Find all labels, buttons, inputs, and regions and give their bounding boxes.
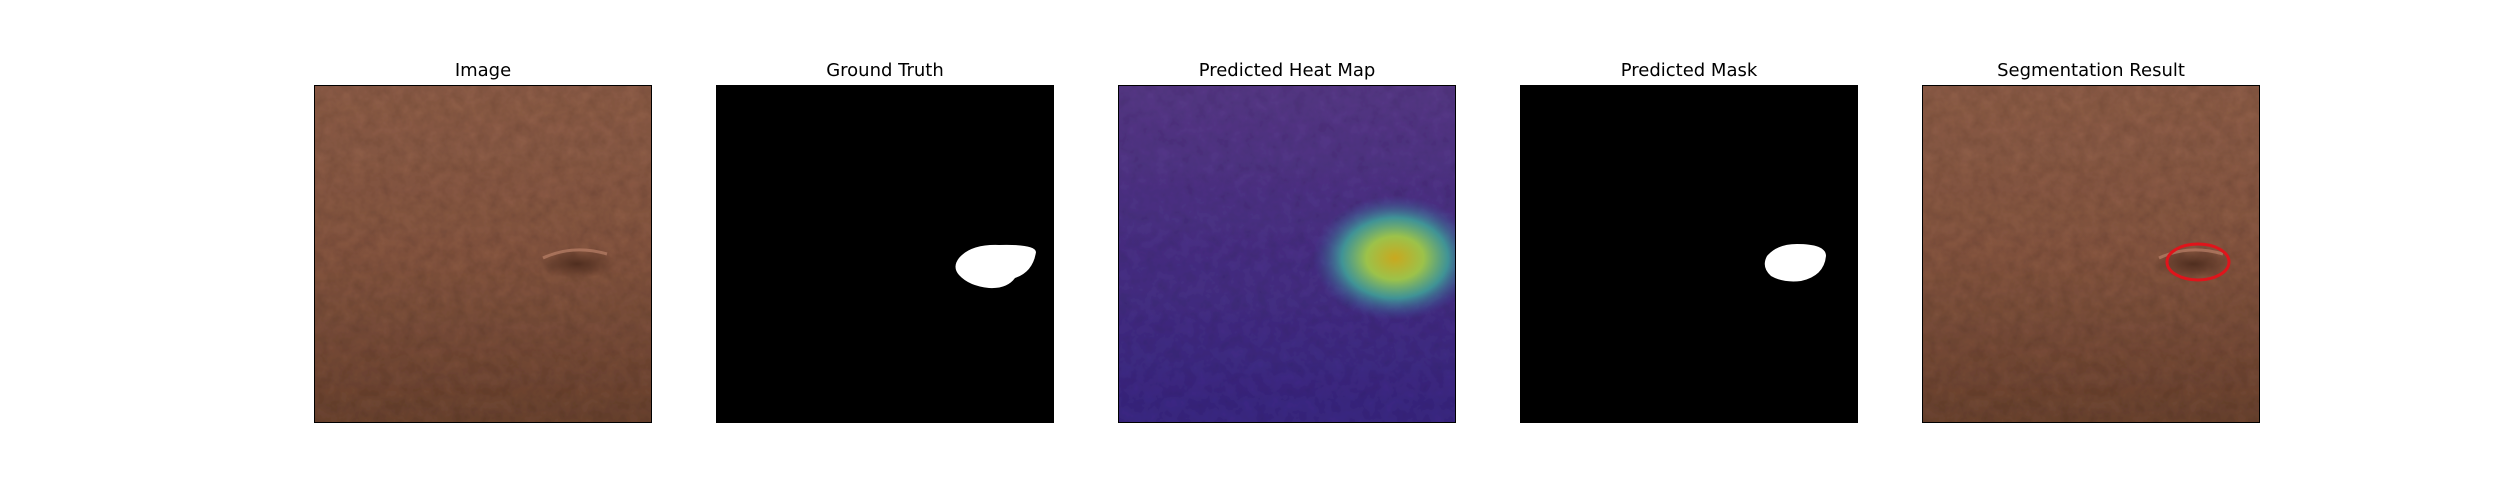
segmentation-image xyxy=(1922,85,2260,423)
panel-title: Predicted Mask xyxy=(1620,60,1758,81)
leather-image xyxy=(314,85,652,423)
ground-truth-mask xyxy=(716,85,1054,423)
panel-title: Image xyxy=(454,60,512,81)
panel-title: Predicted Heat Map xyxy=(1198,60,1376,81)
heat-map-image xyxy=(1118,85,1456,423)
mask-region xyxy=(955,244,1036,289)
panel-title: Segmentation Result xyxy=(1997,60,2185,81)
panel-title: Ground Truth xyxy=(826,60,944,81)
segmentation-contour xyxy=(2165,242,2231,282)
predicted-mask xyxy=(1520,85,1858,423)
mask-region xyxy=(1764,244,1826,282)
